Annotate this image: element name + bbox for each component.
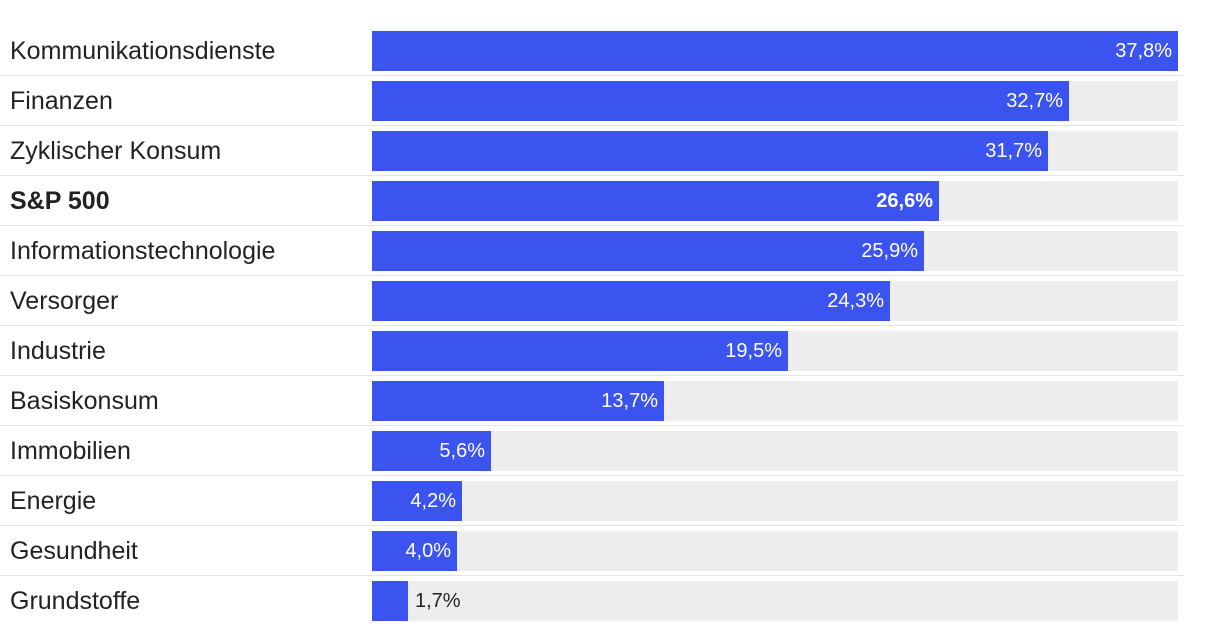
category-label: Gesundheit	[10, 537, 138, 565]
value-label: 25,9%	[861, 240, 918, 262]
value-label: 4,2%	[410, 490, 456, 512]
category-label: Immobilien	[10, 437, 131, 465]
chart-row: Gesundheit 4,0%	[0, 526, 1184, 576]
chart-row: Immobilien 5,6%	[0, 426, 1184, 476]
bar	[372, 131, 1048, 171]
bar-track: 25,9%	[372, 231, 1178, 271]
category-label: Grundstoffe	[10, 587, 141, 615]
bar	[372, 231, 924, 271]
bar-track: 4,2%	[372, 481, 1178, 521]
value-label: 4,0%	[405, 540, 451, 562]
value-label: 19,5%	[725, 340, 782, 362]
bar	[372, 281, 890, 321]
bar	[372, 81, 1069, 121]
bar	[372, 181, 939, 221]
chart-row: Finanzen 32,7%	[0, 76, 1184, 126]
category-label: Kommunikationsdienste	[10, 37, 276, 65]
bar	[372, 381, 664, 421]
category-label: Industrie	[10, 337, 106, 365]
chart-row: Grundstoffe 1,7%	[0, 576, 1184, 626]
bar-track: 32,7%	[372, 81, 1178, 121]
category-label: Finanzen	[10, 87, 113, 115]
value-label: 32,7%	[1006, 90, 1063, 112]
value-label: 13,7%	[601, 390, 658, 412]
value-label: 5,6%	[439, 440, 485, 462]
bar-track: 37,8%	[372, 31, 1178, 71]
category-label: Energie	[10, 487, 97, 515]
category-label: Informationstechnologie	[10, 237, 276, 265]
chart-row: Versorger 24,3%	[0, 276, 1184, 326]
bar-track: 26,6%	[372, 181, 1178, 221]
chart-row: S&P 500 26,6%	[0, 176, 1184, 226]
bar-track: 4,0%	[372, 531, 1178, 571]
bar	[372, 331, 788, 371]
chart-row: Zyklischer Konsum 31,7%	[0, 126, 1184, 176]
chart-row: Energie 4,2%	[0, 476, 1184, 526]
category-label: Versorger	[10, 287, 119, 315]
bar	[372, 481, 462, 521]
chart-row: Industrie 19,5%	[0, 326, 1184, 376]
value-label: 26,6%	[876, 190, 933, 212]
chart-row: Kommunikationsdienste 37,8%	[0, 26, 1184, 76]
bar-track: 24,3%	[372, 281, 1178, 321]
bar	[372, 581, 408, 621]
bar	[372, 431, 491, 471]
value-label: 37,8%	[1115, 40, 1172, 62]
bar-track: 5,6%	[372, 431, 1178, 471]
bar-track: 13,7%	[372, 381, 1178, 421]
bar-track: 1,7%	[372, 581, 1178, 621]
category-label: Zyklischer Konsum	[10, 137, 222, 165]
bar	[372, 31, 1178, 71]
chart-row: Basiskonsum 13,7%	[0, 376, 1184, 426]
category-label: Basiskonsum	[10, 387, 159, 415]
chart-row: Informationstechnologie 25,9%	[0, 226, 1184, 276]
category-label: S&P 500	[10, 187, 110, 215]
value-label: 31,7%	[985, 140, 1042, 162]
bar-track: 31,7%	[372, 131, 1178, 171]
bar-track: 19,5%	[372, 331, 1178, 371]
value-label: 24,3%	[827, 290, 884, 312]
value-label: 1,7%	[415, 590, 461, 612]
bar	[372, 531, 457, 571]
